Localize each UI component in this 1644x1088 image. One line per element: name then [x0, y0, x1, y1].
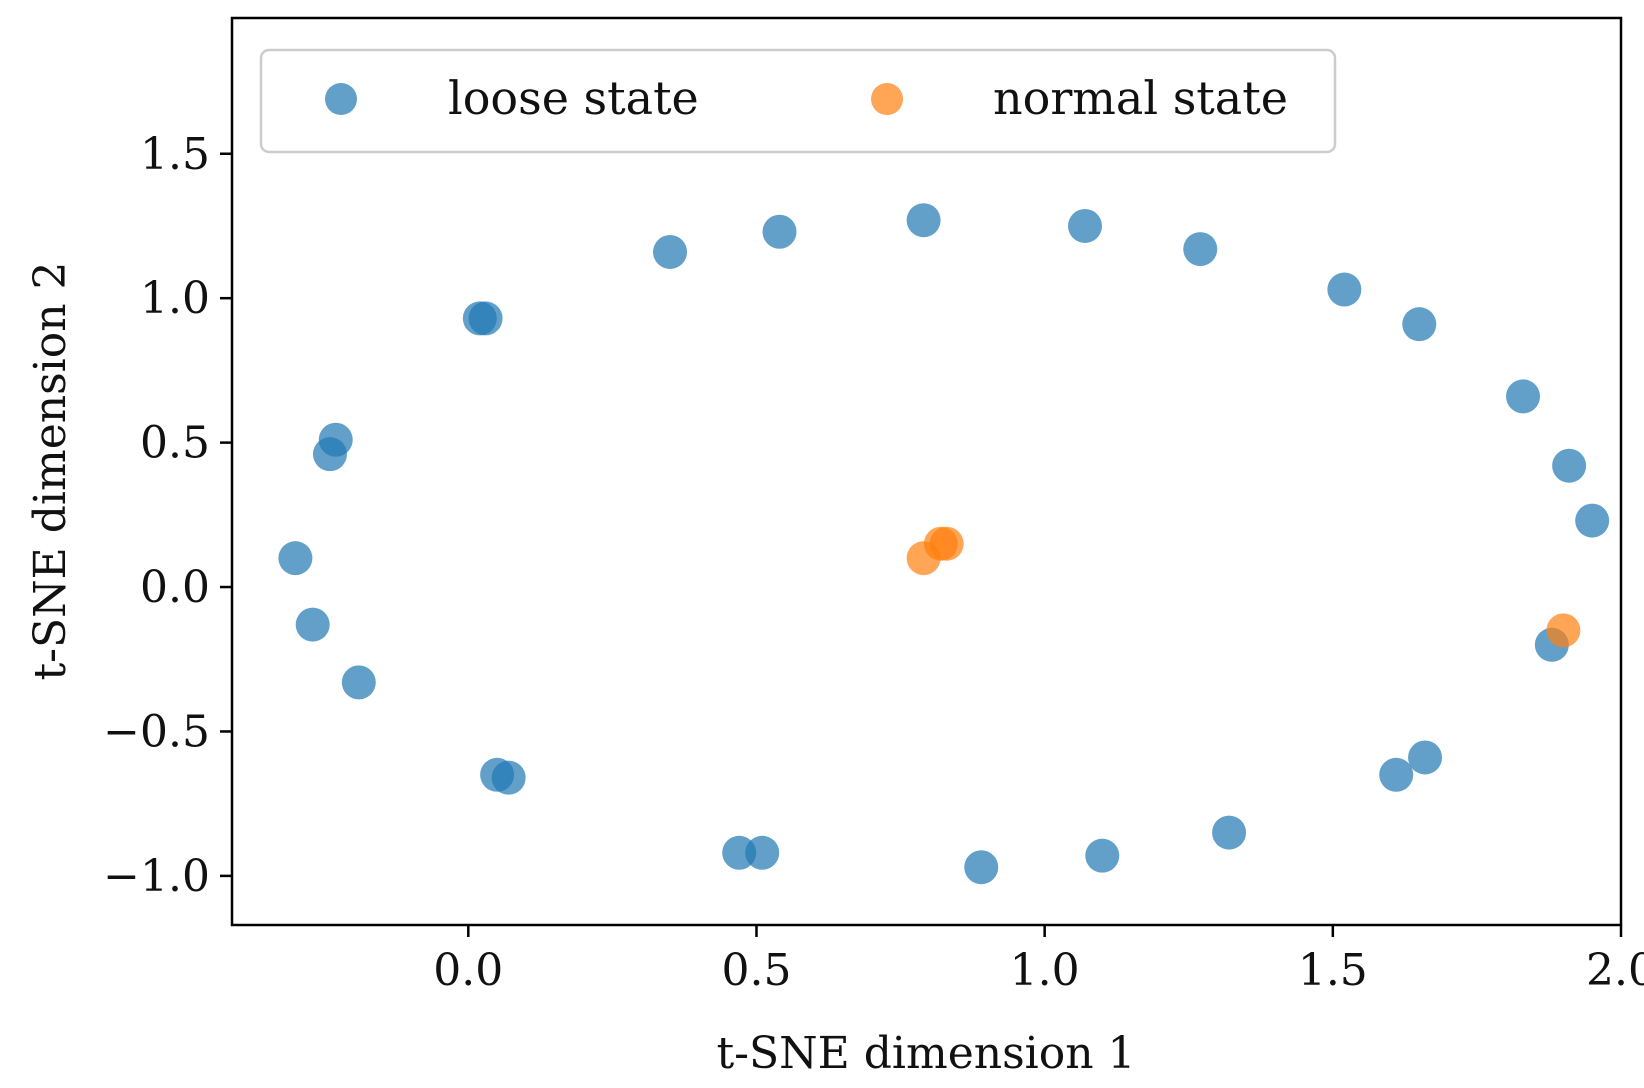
- point-loose-state: [1183, 232, 1218, 267]
- y-tick-label: −0.5: [103, 706, 210, 757]
- point-loose-state: [1085, 838, 1120, 873]
- point-loose-state: [1402, 307, 1437, 342]
- y-axis-label: t-SNE dimension 2: [25, 261, 76, 680]
- point-loose-state: [318, 422, 353, 457]
- legend-marker-normal-state: [871, 83, 903, 115]
- point-loose-state: [468, 301, 503, 336]
- y-tick-label: −1.0: [103, 851, 210, 902]
- point-loose-state: [1067, 208, 1102, 243]
- point-loose-state: [653, 234, 688, 269]
- point-loose-state: [906, 203, 941, 238]
- y-tick-label: 1.0: [140, 273, 210, 324]
- point-normal-state: [1546, 613, 1581, 648]
- x-tick-label: 2.0: [1586, 945, 1644, 996]
- y-tick-label: 0.0: [140, 562, 210, 613]
- point-loose-state: [341, 665, 376, 700]
- legend-box: [259, 48, 1337, 154]
- point-loose-state: [722, 835, 757, 870]
- point-loose-state: [1408, 740, 1443, 775]
- point-loose-state: [1212, 815, 1247, 850]
- point-loose-state: [1552, 448, 1587, 483]
- data-points: [278, 203, 1610, 885]
- x-axis-label: t-SNE dimension 1: [716, 1028, 1135, 1079]
- legend-label-normal-state: normal state: [993, 71, 1288, 125]
- point-loose-state: [480, 757, 515, 792]
- x-tick-label: 0.5: [721, 945, 791, 996]
- legend: loose state normal state: [259, 48, 1337, 154]
- point-loose-state: [1506, 379, 1541, 414]
- point-loose-state: [295, 607, 330, 642]
- y-tick-label: 0.5: [140, 418, 210, 469]
- y-tick-label: 1.5: [140, 129, 210, 180]
- plot-area-frame: [230, 16, 1623, 927]
- point-loose-state: [1379, 757, 1414, 792]
- point-loose-state: [278, 541, 313, 576]
- x-tick-label: 1.5: [1298, 945, 1368, 996]
- point-normal-state: [929, 526, 964, 561]
- legend-label-loose-state: loose state: [448, 71, 699, 125]
- y-axis: −1.0 −0.5 0.0 0.5 1.0 1.5: [103, 129, 232, 902]
- x-tick-label: 0.0: [433, 945, 503, 996]
- x-axis: 0.0 0.5 1.0 1.5 2.0: [433, 925, 1644, 996]
- x-tick-label: 1.0: [1010, 945, 1080, 996]
- point-loose-state: [964, 850, 999, 885]
- legend-marker-loose-state: [325, 83, 357, 115]
- point-loose-state: [762, 214, 797, 249]
- point-loose-state: [1575, 503, 1610, 538]
- point-loose-state: [1327, 272, 1362, 307]
